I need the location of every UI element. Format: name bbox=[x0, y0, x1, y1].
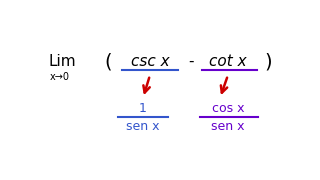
Text: Lim: Lim bbox=[48, 55, 76, 69]
Text: x→0: x→0 bbox=[50, 72, 70, 82]
Text: sen x: sen x bbox=[126, 120, 160, 132]
Text: cos x: cos x bbox=[212, 102, 244, 114]
Text: csc x: csc x bbox=[131, 53, 169, 69]
Text: cot x: cot x bbox=[209, 53, 247, 69]
Text: sen x: sen x bbox=[211, 120, 245, 132]
Text: ): ) bbox=[264, 53, 272, 71]
Text: (: ( bbox=[104, 53, 112, 71]
Text: 1: 1 bbox=[139, 102, 147, 114]
Text: -: - bbox=[188, 53, 194, 69]
